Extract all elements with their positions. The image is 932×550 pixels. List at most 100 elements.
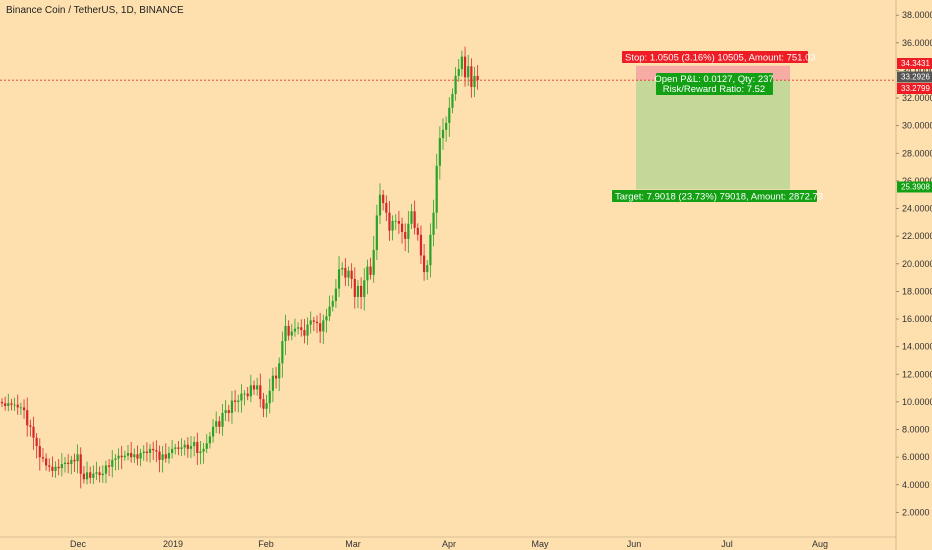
candle-body [297, 327, 300, 329]
candle-body [256, 385, 259, 390]
candle-body [322, 320, 325, 332]
candle-body [457, 69, 460, 76]
candle-body [211, 426, 215, 437]
candle-body [432, 212, 435, 235]
stop-label[interactable]: Stop: 1.0505 (3.16%) 10505, Amount: 751.… [622, 51, 816, 64]
time-tick-label: 2019 [163, 539, 183, 549]
candle-body [284, 325, 287, 342]
candle-body [4, 403, 7, 407]
price-axis[interactable]: 2.0000 4.0000 6.0000 8.0000 10.0000 12.0000 14… [895, 0, 932, 550]
price-tick-label: 36.0000 [902, 38, 932, 48]
candle-body [363, 280, 366, 297]
position-info-label[interactable]: Open P&L: 0.0127, Qty: 237 Risk/Reward R… [654, 73, 774, 95]
candle-body [177, 447, 180, 449]
candle-body [193, 441, 196, 447]
candle-body [79, 454, 82, 474]
candle-body [312, 320, 315, 322]
candle-body [215, 421, 218, 427]
candle-body [120, 455, 123, 458]
candle-body [92, 473, 95, 478]
candle-body [108, 465, 111, 467]
price-tick-label: 28.0000 [902, 148, 932, 158]
price-tick-label: 16.0000 [902, 314, 932, 324]
time-tick-label: Dec [70, 539, 87, 549]
target-price-tag-background [897, 181, 932, 193]
stop-label-background [622, 51, 808, 63]
candle-body [57, 466, 60, 469]
candle-body [369, 266, 372, 275]
candle-body [130, 452, 133, 458]
price-tick-label: 34.0000 [902, 65, 932, 75]
candle-body [82, 473, 85, 480]
target-label-background [612, 190, 817, 202]
price-tick-label: 20.0000 [902, 259, 932, 269]
candle-body [353, 278, 356, 297]
current-price-tag: 33.2926 [897, 71, 932, 83]
take-profit-zone [636, 80, 790, 190]
candle-body [85, 472, 89, 480]
candle-body [287, 325, 290, 336]
candle-body [416, 227, 419, 235]
candle-body [300, 327, 303, 331]
candle-body [70, 459, 73, 465]
candle-body [76, 454, 79, 462]
candle-body [148, 448, 152, 453]
time-tick-label: Aug [812, 539, 828, 549]
candle-body [126, 452, 130, 456]
candle-body [259, 385, 262, 400]
candle-body [375, 215, 378, 250]
candle-body [328, 306, 331, 317]
price-tick-label: 30.0000 [902, 121, 932, 131]
time-tick-label: Jun [627, 539, 642, 549]
candle-body [183, 444, 186, 448]
candle-body [67, 462, 70, 465]
candle-body [221, 412, 224, 427]
candle-body [29, 425, 32, 427]
candle-body [344, 267, 347, 278]
candle-body [234, 400, 237, 402]
candle-body [60, 464, 63, 469]
open-pnl-text: Open P&L: 0.0127, Qty: 237 [654, 74, 773, 85]
candle-body [319, 323, 322, 332]
candle-body [350, 270, 353, 279]
candle-body [41, 457, 45, 459]
candle-body [227, 410, 230, 413]
time-axis[interactable]: Dec 2019 Feb Mar Apr May Jun Jul Aug [0, 536, 896, 549]
candle-body [463, 56, 467, 78]
candle-body [7, 403, 10, 407]
price-tick-label: 32.0000 [902, 93, 932, 103]
entry-price-tag-text: 33.2799 [901, 84, 930, 93]
stop-price-tag: 34.3431 [897, 58, 932, 69]
target-label[interactable]: Target: 7.9018 (23.73%) 79018, Amount: 2… [612, 190, 823, 203]
candle-body [410, 211, 413, 224]
candle-body [145, 451, 148, 453]
price-tick-label: 10.0000 [902, 397, 932, 407]
candle-body [249, 385, 252, 397]
candle-body [274, 375, 278, 379]
time-tick-label: May [531, 539, 549, 549]
candle-body [394, 220, 397, 222]
target-label-text: Target: 7.9018 (23.73%) 79018, Amount: 2… [615, 192, 823, 203]
candle-body [429, 234, 432, 266]
candle-body [224, 410, 227, 413]
candle-body [290, 331, 293, 336]
candle-body [19, 407, 22, 409]
candle-body [95, 472, 98, 474]
candle-body [152, 448, 155, 451]
price-tick-label: 26.0000 [902, 176, 932, 186]
candle-body [460, 56, 463, 70]
candle-body [218, 421, 221, 427]
candle-body [89, 472, 92, 478]
candle-body [155, 450, 158, 452]
candle-body [32, 426, 35, 438]
stop-price-tag-background [897, 58, 932, 69]
candle-body [262, 399, 265, 409]
candle-body [48, 465, 51, 467]
candle-body [186, 444, 189, 449]
candle-body [161, 454, 164, 460]
candle-body [158, 451, 161, 460]
candle-body [98, 472, 101, 476]
candle-body [441, 129, 445, 139]
candle-body [470, 66, 473, 88]
